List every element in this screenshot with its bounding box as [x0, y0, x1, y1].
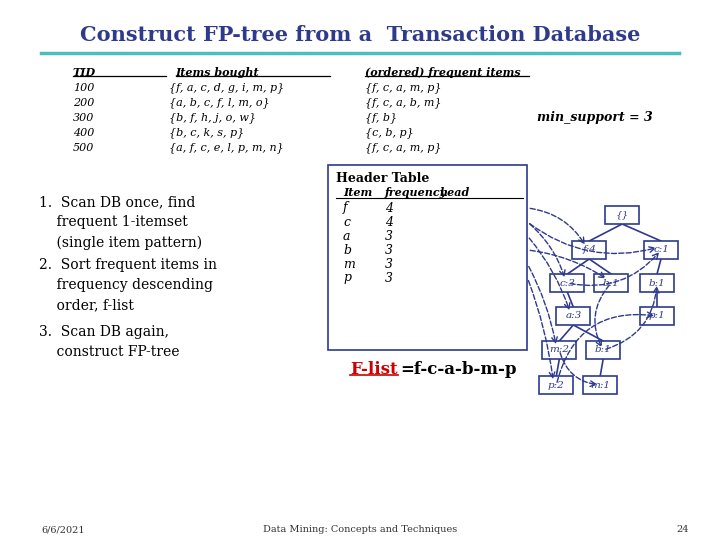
Text: Items bought: Items bought: [176, 66, 259, 78]
Text: 100: 100: [73, 83, 94, 93]
Text: 4: 4: [385, 201, 393, 214]
Text: p: p: [343, 272, 351, 285]
Text: 3: 3: [385, 230, 393, 242]
Text: m:2: m:2: [549, 346, 570, 354]
Text: 200: 200: [73, 98, 94, 108]
FancyBboxPatch shape: [640, 307, 674, 325]
Text: Item: Item: [343, 186, 372, 198]
Text: m: m: [343, 258, 355, 271]
Text: 4: 4: [385, 215, 393, 228]
FancyBboxPatch shape: [542, 341, 576, 359]
Text: {c, b, p}: {c, b, p}: [365, 127, 414, 138]
Text: TID: TID: [73, 66, 96, 78]
FancyBboxPatch shape: [644, 241, 678, 259]
Text: a: a: [343, 230, 351, 242]
Text: b:1: b:1: [649, 279, 665, 287]
Text: {}: {}: [616, 211, 629, 219]
Text: Construct FP-tree from a  Transaction Database: Construct FP-tree from a Transaction Dat…: [80, 25, 640, 45]
Text: {a, b, c, f, l, m, o}: {a, b, c, f, l, m, o}: [168, 98, 269, 109]
Text: m:1: m:1: [590, 381, 611, 389]
Text: b: b: [343, 244, 351, 256]
Text: {f, c, a, m, p}: {f, c, a, m, p}: [365, 143, 441, 153]
Text: 24: 24: [676, 525, 689, 535]
Text: 3: 3: [385, 272, 393, 285]
FancyBboxPatch shape: [328, 165, 528, 350]
Text: {b, f, h, j, o, w}: {b, f, h, j, o, w}: [168, 113, 256, 124]
Text: 2.  Sort frequent items in
    frequency descending
    order, f-list: 2. Sort frequent items in frequency desc…: [39, 258, 217, 312]
Text: a:3: a:3: [565, 312, 582, 321]
FancyBboxPatch shape: [606, 206, 639, 224]
Text: min_support = 3: min_support = 3: [537, 111, 653, 125]
Text: 500: 500: [73, 143, 94, 153]
Text: f: f: [343, 201, 348, 214]
Text: {f, a, c, d, g, i, m, p}: {f, a, c, d, g, i, m, p}: [168, 83, 284, 93]
Text: f:4: f:4: [582, 246, 596, 254]
Text: {f, c, a, b, m}: {f, c, a, b, m}: [365, 98, 441, 109]
Text: c:1: c:1: [653, 246, 669, 254]
Text: frequency: frequency: [385, 186, 447, 198]
Text: head: head: [440, 186, 470, 198]
Text: {f, c, a, m, p}: {f, c, a, m, p}: [365, 83, 441, 93]
Text: Data Mining: Concepts and Techniques: Data Mining: Concepts and Techniques: [263, 525, 457, 535]
Text: Header Table: Header Table: [336, 172, 429, 185]
Text: 3: 3: [385, 244, 393, 256]
Text: p:1: p:1: [649, 312, 665, 321]
FancyBboxPatch shape: [586, 341, 620, 359]
FancyBboxPatch shape: [539, 376, 573, 394]
Text: 300: 300: [73, 113, 94, 123]
Text: F-list: F-list: [350, 361, 397, 379]
FancyBboxPatch shape: [550, 274, 584, 292]
Text: c:3: c:3: [559, 279, 575, 287]
Text: 6/6/2021: 6/6/2021: [41, 525, 85, 535]
Text: (ordered) frequent items: (ordered) frequent items: [365, 66, 521, 78]
Text: b:1: b:1: [595, 346, 611, 354]
Text: {b, c, k, s, p}: {b, c, k, s, p}: [168, 127, 244, 138]
Text: =f-c-a-b-m-p: =f-c-a-b-m-p: [400, 361, 516, 379]
FancyBboxPatch shape: [572, 241, 606, 259]
FancyBboxPatch shape: [594, 274, 628, 292]
Text: 400: 400: [73, 128, 94, 138]
FancyBboxPatch shape: [583, 376, 617, 394]
Text: c: c: [343, 215, 350, 228]
Text: b:1: b:1: [603, 279, 619, 287]
FancyBboxPatch shape: [557, 307, 590, 325]
Text: 1.  Scan DB once, find
    frequent 1-itemset
    (single item pattern): 1. Scan DB once, find frequent 1-itemset…: [39, 195, 202, 249]
Text: {f, b}: {f, b}: [365, 113, 397, 124]
Text: {a, f, c, e, l, p, m, n}: {a, f, c, e, l, p, m, n}: [168, 143, 284, 153]
Text: 3.  Scan DB again,
    construct FP-tree: 3. Scan DB again, construct FP-tree: [39, 325, 179, 359]
Text: 3: 3: [385, 258, 393, 271]
FancyBboxPatch shape: [640, 274, 674, 292]
Text: p:2: p:2: [548, 381, 564, 389]
